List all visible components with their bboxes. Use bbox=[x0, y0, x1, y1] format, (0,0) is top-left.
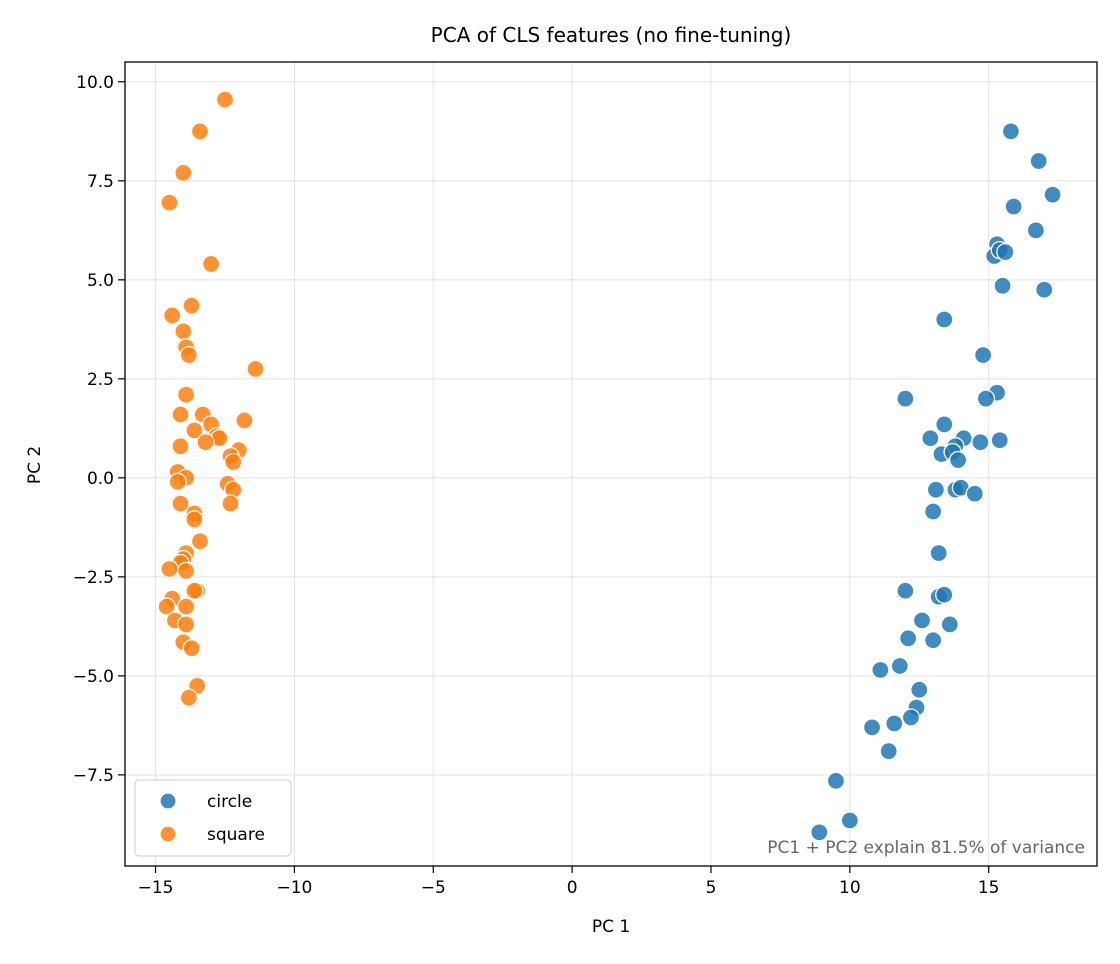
x-tick-label: −5 bbox=[421, 878, 446, 898]
circle-point bbox=[971, 433, 990, 452]
circle-point bbox=[885, 714, 904, 733]
square-point bbox=[168, 472, 187, 491]
square-point bbox=[185, 421, 204, 440]
circle-point bbox=[990, 431, 1009, 450]
circle-point bbox=[890, 656, 909, 676]
circle-point bbox=[976, 389, 996, 408]
circle-point bbox=[871, 660, 890, 680]
axis-ticks: −15 −10 −5 0 5 10 15 −7.5 −5.0 −2.5 0.0 2.5 5.0 7.5 10… bbox=[73, 73, 1000, 898]
circle-point bbox=[896, 581, 915, 600]
circle-point bbox=[940, 615, 959, 634]
circle-point bbox=[929, 543, 948, 563]
square-point bbox=[160, 193, 179, 212]
square-point bbox=[215, 90, 235, 109]
circle-point bbox=[862, 718, 882, 737]
circle-point bbox=[1029, 151, 1048, 171]
circle-point bbox=[973, 345, 993, 365]
circle-point bbox=[1004, 197, 1023, 216]
circle-point bbox=[923, 631, 943, 650]
square-point bbox=[190, 532, 210, 551]
circle-point bbox=[1035, 280, 1054, 299]
y-tick-label: 10.0 bbox=[76, 73, 114, 93]
circle-point bbox=[1026, 221, 1046, 240]
square-point bbox=[179, 688, 199, 707]
legend-marker-circle bbox=[159, 792, 177, 810]
square-point bbox=[190, 122, 210, 141]
y-axis-label: PC 2 bbox=[25, 446, 45, 484]
square-point bbox=[246, 359, 265, 379]
x-tick-label: 10 bbox=[839, 878, 861, 898]
square-point bbox=[185, 510, 204, 529]
circle-point bbox=[965, 484, 984, 503]
circle-point bbox=[935, 585, 954, 604]
square-point bbox=[196, 433, 215, 452]
circle-point bbox=[901, 708, 921, 727]
plot-frame bbox=[124, 61, 1098, 867]
circle-point bbox=[996, 242, 1015, 262]
square-point bbox=[224, 452, 243, 472]
y-tick-label: 0.0 bbox=[87, 469, 114, 489]
square-point bbox=[157, 597, 176, 616]
circle-point bbox=[993, 276, 1012, 295]
square-point bbox=[176, 615, 196, 634]
circle-point bbox=[826, 771, 846, 790]
legend: circle square bbox=[134, 779, 292, 857]
y-tick-label: 2.5 bbox=[87, 370, 114, 390]
square-point bbox=[201, 254, 221, 274]
circle-point bbox=[1001, 122, 1021, 141]
circle-point bbox=[1043, 185, 1062, 204]
x-tick-label: 5 bbox=[706, 878, 717, 898]
square-point bbox=[179, 345, 199, 365]
y-tick-label: 7.5 bbox=[87, 172, 114, 192]
square-point bbox=[171, 494, 190, 513]
x-axis-label: PC 1 bbox=[592, 917, 630, 937]
square-point bbox=[185, 581, 204, 600]
circle-point bbox=[923, 502, 943, 521]
square-point bbox=[176, 597, 196, 616]
variance-annotation: PC1 + PC2 explain 81.5% of variance bbox=[767, 838, 1085, 858]
square-point bbox=[176, 385, 196, 404]
y-tick-label: 5.0 bbox=[87, 271, 114, 291]
circle-point bbox=[926, 480, 946, 499]
x-tick-label: 15 bbox=[978, 878, 1000, 898]
circle-point bbox=[935, 415, 954, 434]
square-point bbox=[163, 306, 182, 325]
square-point bbox=[171, 405, 190, 424]
square-point bbox=[176, 561, 196, 581]
circle-point bbox=[810, 823, 829, 842]
chart-title: PCA of CLS features (no fine-tuning) bbox=[431, 23, 792, 47]
square-point bbox=[235, 411, 254, 430]
square-point bbox=[182, 639, 201, 658]
circle-point bbox=[879, 741, 898, 761]
square-point bbox=[171, 437, 190, 456]
circle-point bbox=[910, 680, 929, 699]
y-tick-label: −7.5 bbox=[73, 766, 114, 786]
circle-point bbox=[899, 629, 918, 648]
x-tick-label: −10 bbox=[276, 878, 312, 898]
x-tick-label: 0 bbox=[567, 878, 578, 898]
circle-point bbox=[840, 811, 859, 830]
data-points bbox=[157, 90, 1062, 842]
square-point bbox=[160, 559, 179, 579]
circle-point bbox=[896, 389, 915, 408]
square-point bbox=[174, 322, 193, 341]
circle-point bbox=[912, 611, 932, 630]
y-tick-label: −5.0 bbox=[73, 667, 114, 687]
grid-lines bbox=[125, 62, 1097, 866]
square-point bbox=[174, 163, 193, 183]
square-point bbox=[182, 296, 201, 315]
legend-marker-square bbox=[159, 825, 177, 843]
square-point bbox=[221, 494, 240, 513]
legend-label-circle: circle bbox=[207, 792, 252, 812]
circle-point bbox=[948, 450, 968, 470]
circle-point bbox=[921, 429, 940, 448]
legend-label-square: square bbox=[207, 825, 265, 845]
circle-point bbox=[935, 310, 954, 329]
x-tick-label: −15 bbox=[138, 878, 174, 898]
y-tick-label: −2.5 bbox=[73, 568, 114, 588]
